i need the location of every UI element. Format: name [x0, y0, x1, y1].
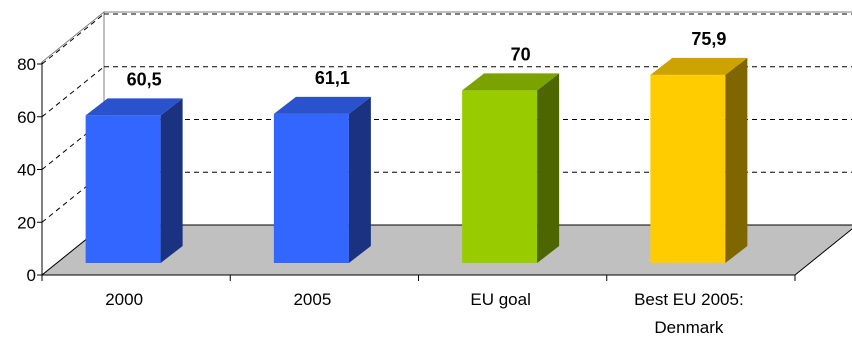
gridline-diagonal: [41, 13, 105, 65]
data-label: 60,5: [127, 69, 162, 89]
bar-side: [160, 98, 183, 264]
bar-front: [462, 90, 538, 263]
x-category-label: 2000: [105, 290, 143, 309]
x-category-label: 2005: [293, 290, 331, 309]
y-tick-label: 20: [17, 213, 36, 232]
bar-front: [273, 113, 349, 263]
gridline-diagonal: [41, 66, 105, 118]
bar-front: [650, 74, 726, 263]
labels: 60,5 2000 61,1 2005 70 EU goal 75,9 Best EU 200…: [105, 29, 743, 337]
x-category-label: Best EU 2005: Denmark: [634, 290, 744, 337]
data-label: 75,9: [691, 29, 726, 49]
y-tick-label: 0: [27, 266, 36, 285]
bar-top: [273, 96, 371, 114]
bar-side: [537, 73, 560, 263]
bar-front: [85, 115, 161, 264]
bars: [85, 57, 748, 264]
bar-4: [650, 57, 748, 263]
bar-top: [85, 98, 183, 116]
bar-top: [462, 73, 560, 91]
bar-1: [85, 98, 183, 264]
bar-2: [273, 96, 371, 263]
data-label: 61,1: [315, 68, 350, 88]
y-tick-label: 60: [17, 108, 36, 127]
bar-side: [348, 96, 371, 263]
y-tick-label: 80: [17, 55, 36, 74]
axes: 0 20 40 60 80: [17, 55, 796, 285]
y-tick-label: 40: [17, 161, 36, 180]
bar-top: [650, 57, 748, 75]
bar-3: [462, 73, 560, 263]
data-label: 70: [511, 44, 531, 64]
bar-side: [725, 57, 748, 263]
x-category-label: EU goal: [470, 290, 530, 309]
